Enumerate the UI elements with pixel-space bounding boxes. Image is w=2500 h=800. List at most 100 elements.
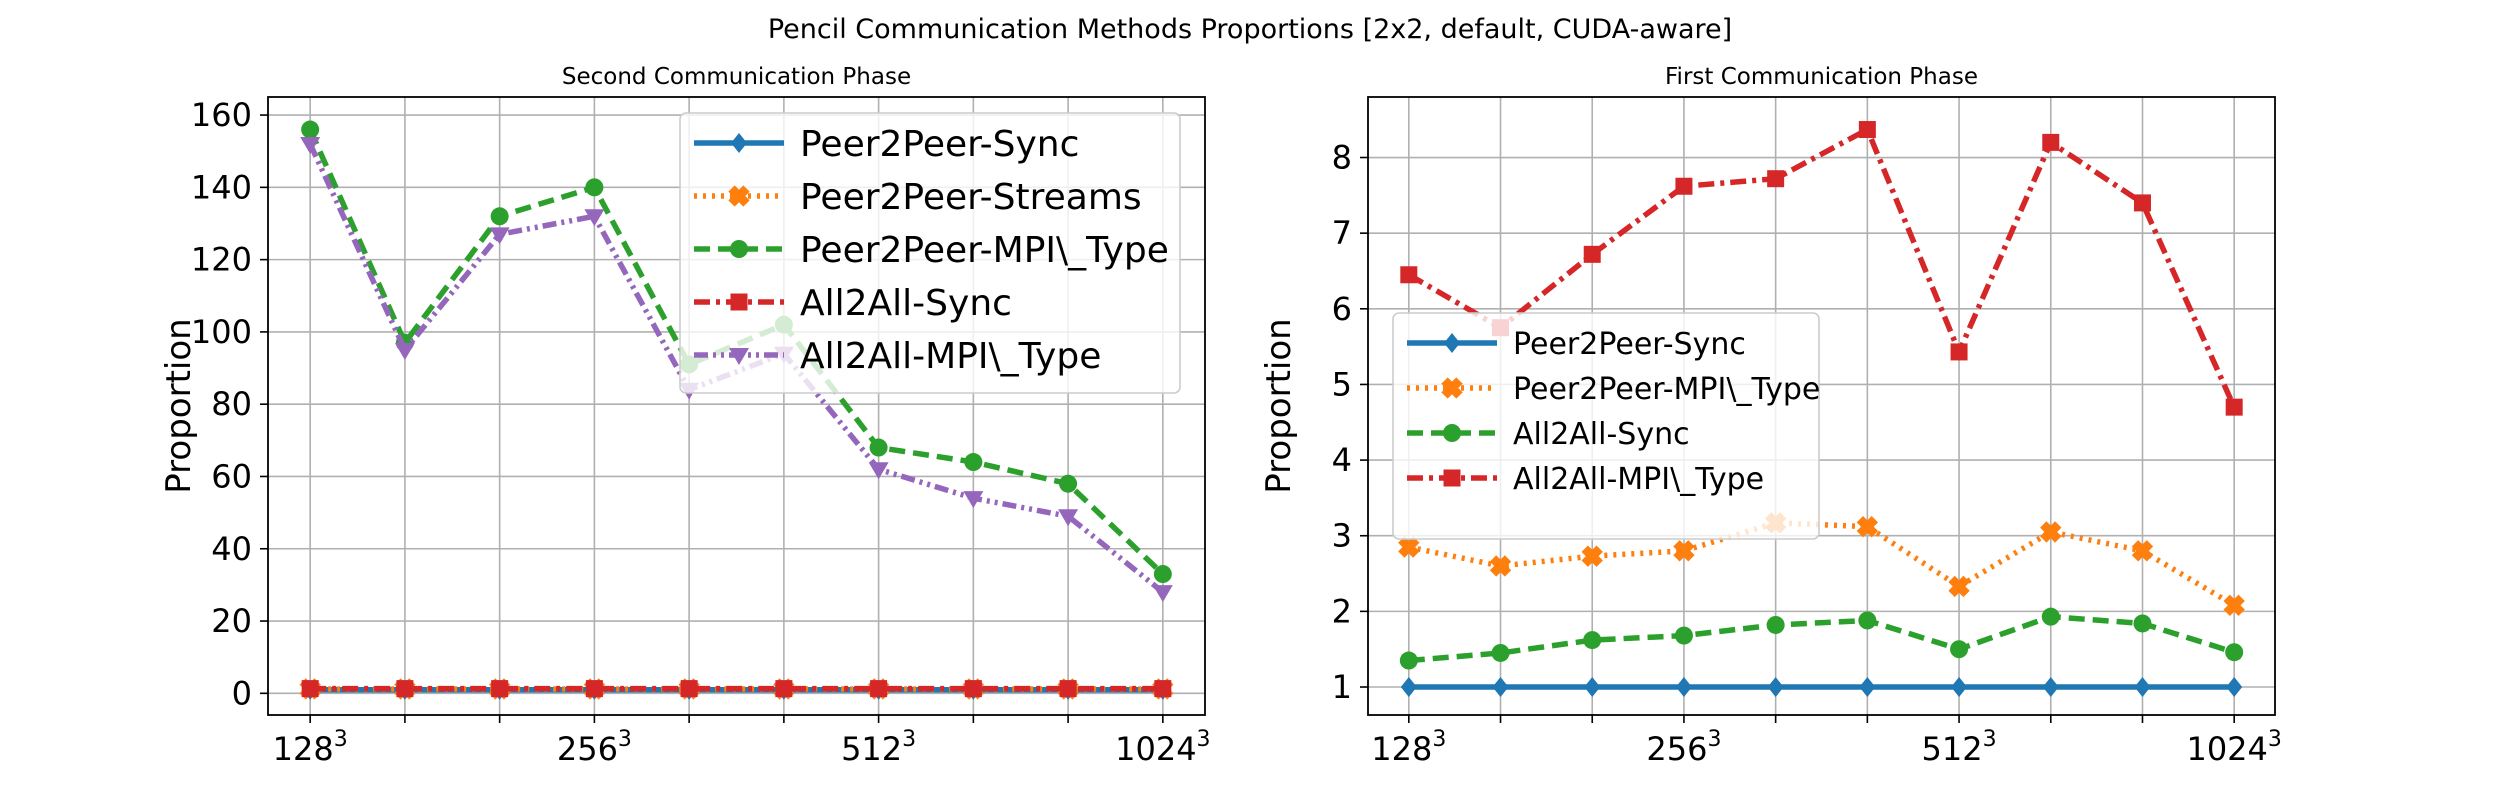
data-point	[1152, 585, 1173, 603]
data-point	[870, 680, 888, 698]
data-point	[1858, 121, 1876, 139]
data-point	[1951, 677, 1968, 698]
legend-marker	[731, 133, 747, 153]
first-phase-chart: 1 2 3 4 5 6 7 8 1283 2563 5123 10243 First Communica…	[1259, 64, 2282, 768]
y-tick-label: 6	[1332, 290, 1352, 328]
x-tick-label: 1283	[1371, 727, 1446, 768]
x-tick-label: 10243	[2186, 727, 2281, 768]
data-point	[775, 680, 793, 698]
axes-frame	[267, 96, 1206, 716]
data-point	[1399, 651, 1418, 670]
legend-marker	[1441, 377, 1463, 399]
data-point	[680, 680, 698, 698]
data-point	[1492, 677, 1509, 698]
data-point	[2223, 594, 2245, 616]
y-tick-label: 3	[1332, 517, 1352, 555]
data-point	[1950, 640, 1969, 659]
data-point	[1674, 626, 1693, 645]
x-tick-label: 5123	[1922, 727, 1997, 768]
y-tick-label: 8	[1332, 139, 1352, 177]
series-line-peer2peer-mpi-type	[307, 128, 1165, 577]
data-point	[1400, 266, 1418, 284]
data-point	[964, 453, 983, 472]
data-point	[2225, 398, 2243, 416]
y-tick-label: 0	[232, 674, 252, 712]
y-tick-label: 60	[211, 457, 252, 495]
data-point	[1154, 680, 1172, 698]
series-all2all-sync	[301, 680, 1172, 698]
x-tick-label: 1283	[273, 727, 348, 768]
data-point	[964, 680, 982, 698]
y-axis-label: Proportion	[1259, 318, 1299, 493]
data-point	[1675, 677, 1692, 698]
data-point	[1856, 515, 1879, 538]
legend-box	[679, 112, 1181, 394]
data-point	[396, 680, 414, 698]
data-point	[2225, 643, 2244, 662]
data-point	[1583, 631, 1602, 650]
legend-box	[1392, 312, 1820, 540]
data-point	[869, 438, 888, 457]
data-point	[585, 178, 604, 197]
y-tick-label: 20	[211, 602, 252, 640]
legend: Peer2Peer-Sync Peer2Peer-MPI\_Type All2All…	[1392, 312, 1820, 540]
data-point	[1675, 177, 1693, 195]
data-point	[1766, 615, 1785, 634]
x-tick-label: 2563	[557, 727, 632, 768]
data-point	[1673, 540, 1695, 562]
y-axis-label: Proportion	[159, 318, 199, 493]
chart-title: Second Communication Phase	[562, 64, 911, 90]
legend-marker	[728, 185, 750, 207]
legend-label: Peer2Peer-Sync	[800, 124, 1079, 165]
data-point	[490, 207, 509, 226]
data-point	[1583, 245, 1601, 263]
legend-marker	[1443, 424, 1461, 442]
series-line-all2all-mpi-type	[1407, 126, 2237, 409]
data-point	[1489, 555, 1512, 577]
data-point	[1059, 680, 1077, 698]
data-point	[1400, 677, 1417, 698]
legend-marker	[1443, 469, 1461, 487]
legend-marker	[729, 348, 749, 365]
data-point	[1950, 343, 1968, 361]
data-point	[2042, 133, 2060, 151]
data-point	[1491, 643, 1510, 662]
series-line-all2all-sync	[1408, 613, 2236, 664]
data-point	[491, 680, 509, 698]
data-point	[2042, 677, 2059, 698]
data-point	[2133, 194, 2151, 212]
legend-label: All2All-Sync	[1513, 417, 1690, 452]
second-phase-chart: 0 20 40 60 80 100 120 140 160 1283 2563 5123 10243 Se…	[159, 64, 1211, 768]
y-tick-label: 160	[191, 96, 252, 134]
chart-title: First Communication Phase	[1665, 64, 1978, 90]
data-point	[585, 680, 603, 698]
data-point	[2133, 614, 2152, 633]
legend-label: All2All-MPI\_Type	[800, 336, 1101, 377]
x-tick-label: 2563	[1646, 727, 1721, 768]
data-point	[2040, 521, 2062, 543]
data-point	[300, 136, 321, 154]
y-tick-label: 2	[1332, 592, 1352, 630]
data-point	[1581, 545, 1603, 567]
legend-label: Peer2Peer-MPI\_Type	[800, 230, 1169, 271]
data-point	[489, 227, 510, 245]
series-all2all-sync	[1399, 607, 2244, 670]
y-tick-label: 100	[191, 313, 252, 351]
data-point	[2134, 677, 2151, 698]
legend-label: All2All-Sync	[800, 283, 1012, 324]
data-point	[2041, 607, 2060, 626]
legend-label: All2All-MPI\_Type	[1513, 462, 1764, 497]
data-point	[1584, 677, 1601, 698]
legend-label: Peer2Peer-MPI\_Type	[1513, 372, 1820, 407]
data-point	[1153, 565, 1172, 584]
legend-label: Peer2Peer-Streams	[800, 177, 1142, 218]
y-tick-label: 7	[1332, 214, 1352, 252]
y-tick-label: 80	[211, 385, 252, 423]
legend-label: Peer2Peer-Sync	[1513, 327, 1746, 362]
y-tick-label: 1	[1332, 668, 1352, 706]
data-point	[2131, 540, 2154, 562]
series-all2all-mpi-type	[1400, 121, 2243, 416]
y-tick-label: 120	[191, 241, 252, 279]
